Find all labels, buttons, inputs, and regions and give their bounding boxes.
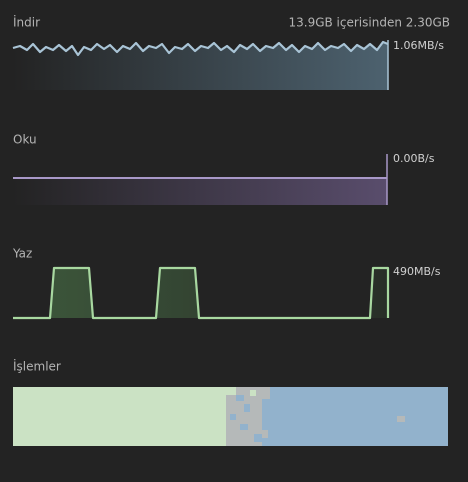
map-block [397, 416, 405, 422]
section-label: Oku [13, 133, 37, 147]
download-area [13, 42, 388, 90]
read-rate: 0.00B/s [393, 152, 435, 165]
section-label: İşlemler [13, 359, 61, 374]
operations-map [13, 387, 448, 446]
write-rate: 490MB/s [393, 265, 441, 278]
download-line [12, 40, 389, 57]
map-block [244, 404, 250, 412]
map-block [230, 414, 236, 420]
write-area [50, 268, 388, 318]
map-block [13, 387, 226, 446]
map-block [240, 424, 248, 430]
map-block [262, 387, 270, 399]
map-block [254, 434, 262, 442]
map-block [250, 390, 256, 396]
map-block [226, 387, 236, 395]
map-block [262, 430, 268, 438]
section-label: İndir [13, 15, 40, 30]
write-line [13, 266, 390, 320]
map-block [236, 395, 244, 401]
download-summary: 13.9GB içerisinden 2.30GB [288, 16, 450, 30]
download-rate: 1.06MB/s [393, 39, 444, 52]
read-area [13, 178, 387, 205]
section-label: Yaz [12, 247, 32, 261]
